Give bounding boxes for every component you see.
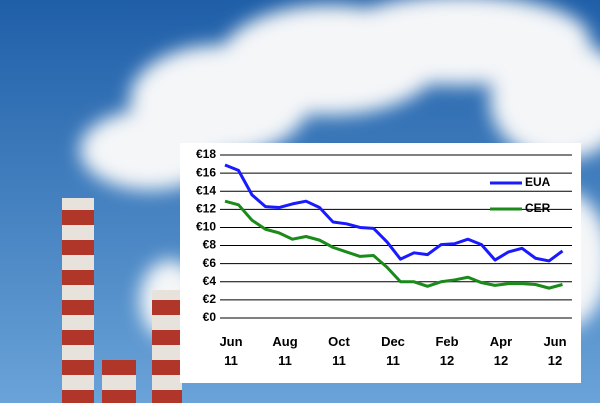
legend-label: CER — [525, 201, 551, 215]
legend-label: EUA — [525, 175, 551, 189]
x-tick-label: Jun 11 — [214, 332, 248, 370]
y-tick-label: €10 — [196, 220, 216, 234]
chimney — [152, 290, 182, 403]
y-tick-label: €2 — [203, 292, 217, 306]
y-tick-label: €14 — [196, 183, 216, 197]
chimney — [62, 198, 94, 403]
y-tick-label: €4 — [203, 274, 217, 288]
chimney — [102, 360, 136, 403]
x-tick-label: Apr 12 — [484, 332, 518, 370]
y-tick-label: €6 — [203, 256, 217, 270]
x-tick-label: Feb 12 — [430, 332, 464, 370]
x-tick-label: Jun 12 — [538, 332, 572, 370]
y-tick-label: €18 — [196, 147, 216, 161]
y-tick-label: €16 — [196, 165, 216, 179]
x-tick-label: Oct 11 — [322, 332, 356, 370]
page: €0 €2 €4 €6 €8 €10 €12 €14 €16 €18 EUA CER Jun 11 Au… — [0, 0, 600, 403]
y-tick-label: €0 — [203, 310, 217, 324]
x-tick-label: Dec 11 — [376, 332, 410, 370]
y-tick-label: €8 — [203, 238, 217, 252]
x-tick-label: Aug 11 — [268, 332, 302, 370]
y-tick-label: €12 — [196, 202, 216, 216]
